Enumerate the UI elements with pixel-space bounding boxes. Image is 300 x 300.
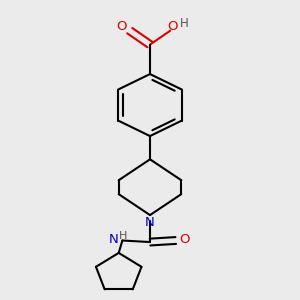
Text: O: O <box>116 20 127 34</box>
Text: O: O <box>167 20 177 32</box>
Text: N: N <box>109 233 119 246</box>
Text: H: H <box>119 230 127 241</box>
Text: N: N <box>145 216 155 229</box>
Text: H: H <box>180 17 189 30</box>
Text: O: O <box>180 233 190 246</box>
